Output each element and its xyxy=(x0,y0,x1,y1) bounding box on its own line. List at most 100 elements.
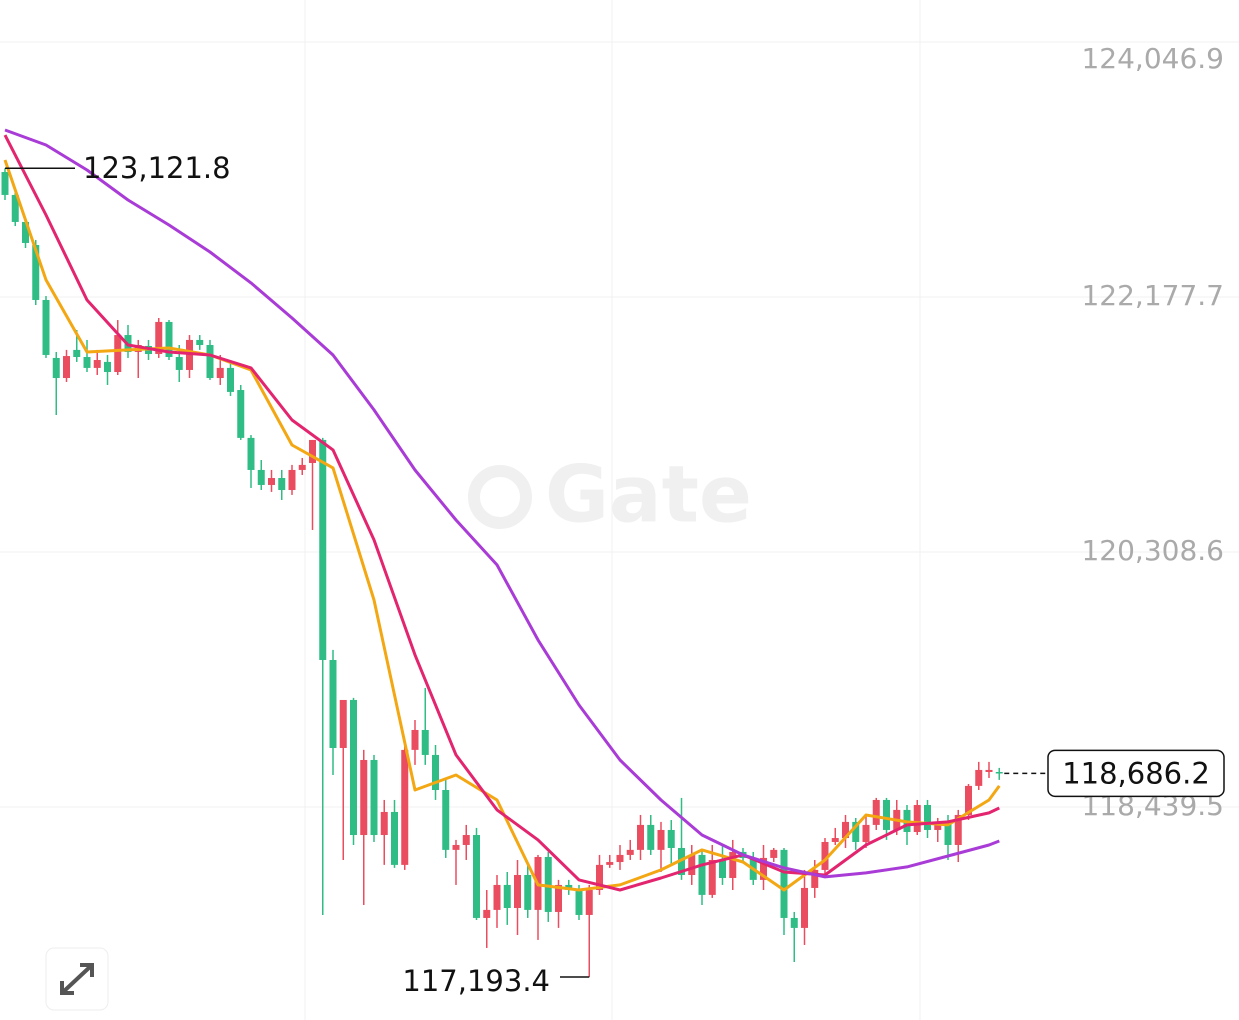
candle-body xyxy=(965,785,972,815)
candle-body xyxy=(954,814,962,845)
candle-body xyxy=(575,889,583,915)
candle-body xyxy=(760,857,767,880)
candle-body xyxy=(801,887,808,928)
candle-body xyxy=(729,851,737,878)
candle-body xyxy=(278,478,286,491)
candle-body xyxy=(555,884,562,912)
candle-body xyxy=(421,729,429,755)
candle-body xyxy=(11,194,19,222)
ma-line xyxy=(4,128,1000,879)
candle-body xyxy=(175,357,183,370)
candle-body xyxy=(821,841,829,870)
expand-icon xyxy=(60,963,94,995)
candle-body xyxy=(995,771,1003,774)
candle-body xyxy=(719,859,726,878)
ma-line xyxy=(3,159,1001,892)
candle-body xyxy=(842,821,849,839)
candle-body xyxy=(216,367,224,379)
candle-body xyxy=(852,821,860,842)
candle-body xyxy=(462,835,470,845)
candle-body xyxy=(411,729,419,750)
candle-body xyxy=(309,439,316,464)
candle-body xyxy=(257,469,265,485)
candle-body xyxy=(585,889,593,915)
candle-body xyxy=(985,769,993,772)
candle-body xyxy=(524,874,532,910)
candle-body xyxy=(770,849,778,858)
candle-body xyxy=(596,864,603,890)
watermark-logo xyxy=(468,465,532,529)
candle-body xyxy=(657,829,665,850)
candle-body xyxy=(227,367,234,392)
candle-body xyxy=(944,821,952,845)
min-label: 117,193.4 xyxy=(402,964,550,998)
last-price-label: 118,686.2 xyxy=(1062,756,1210,790)
candle-body xyxy=(698,854,706,895)
candle-body xyxy=(452,844,460,850)
candle-body xyxy=(52,357,60,379)
candle-body xyxy=(780,849,788,918)
candle-body xyxy=(913,805,921,833)
candle-body xyxy=(442,789,450,850)
candle-body xyxy=(647,824,655,850)
candle-body xyxy=(503,884,511,909)
candle-body xyxy=(626,849,634,855)
candle-body xyxy=(22,221,29,243)
candle-body xyxy=(196,339,204,346)
candle-body xyxy=(247,437,255,470)
candle-body xyxy=(165,321,173,358)
candle-body xyxy=(114,335,122,373)
candle-body xyxy=(616,854,624,863)
candle-body xyxy=(790,917,798,928)
candle-body xyxy=(1,172,9,195)
candle-body xyxy=(483,909,491,918)
candle-body xyxy=(862,824,870,842)
watermark-text: Gate xyxy=(545,450,752,540)
candle-body xyxy=(155,321,163,355)
candle-body xyxy=(473,835,480,918)
y-tick-label: 124,046.9 xyxy=(1081,42,1224,75)
watermark: Gate xyxy=(468,450,752,540)
expand-button[interactable] xyxy=(45,947,109,1011)
candle-body xyxy=(32,245,40,300)
candle-body xyxy=(924,805,931,830)
candle-body xyxy=(329,659,337,748)
max-label: 123,121.8 xyxy=(83,151,231,185)
candle-body xyxy=(83,357,91,368)
candle-body xyxy=(544,856,552,912)
candle-body xyxy=(831,838,839,842)
candle-body xyxy=(298,464,306,470)
candle-body xyxy=(380,811,388,836)
candle-body xyxy=(883,799,890,830)
y-tick-label: 122,177.7 xyxy=(1081,279,1224,312)
candle-body xyxy=(432,754,439,790)
candle-body xyxy=(514,874,521,909)
candle-body xyxy=(401,749,409,865)
candle-body xyxy=(237,390,245,438)
candle-body xyxy=(319,439,327,660)
candle-body xyxy=(688,854,696,875)
candle-body xyxy=(63,356,70,379)
candle-body xyxy=(708,859,716,895)
candle-body xyxy=(104,361,111,373)
ma-line xyxy=(3,134,1000,892)
candle-body xyxy=(73,349,81,358)
y-tick-label: 120,308.6 xyxy=(1081,534,1224,567)
candle-body xyxy=(42,299,50,355)
candle-body xyxy=(350,699,357,836)
candle-body xyxy=(370,759,378,836)
candle-body xyxy=(93,360,101,368)
candle-body xyxy=(206,345,214,379)
candle-body xyxy=(872,799,880,825)
candle-body xyxy=(811,869,819,888)
candle-body xyxy=(606,862,614,865)
candle-body xyxy=(268,478,275,485)
last-price-box xyxy=(1047,749,1225,798)
candle-body xyxy=(391,811,398,865)
candle-body xyxy=(360,759,368,836)
candle-body xyxy=(975,769,983,786)
candle-body xyxy=(637,824,644,850)
candle-body xyxy=(934,821,942,830)
candle-body xyxy=(667,829,675,848)
